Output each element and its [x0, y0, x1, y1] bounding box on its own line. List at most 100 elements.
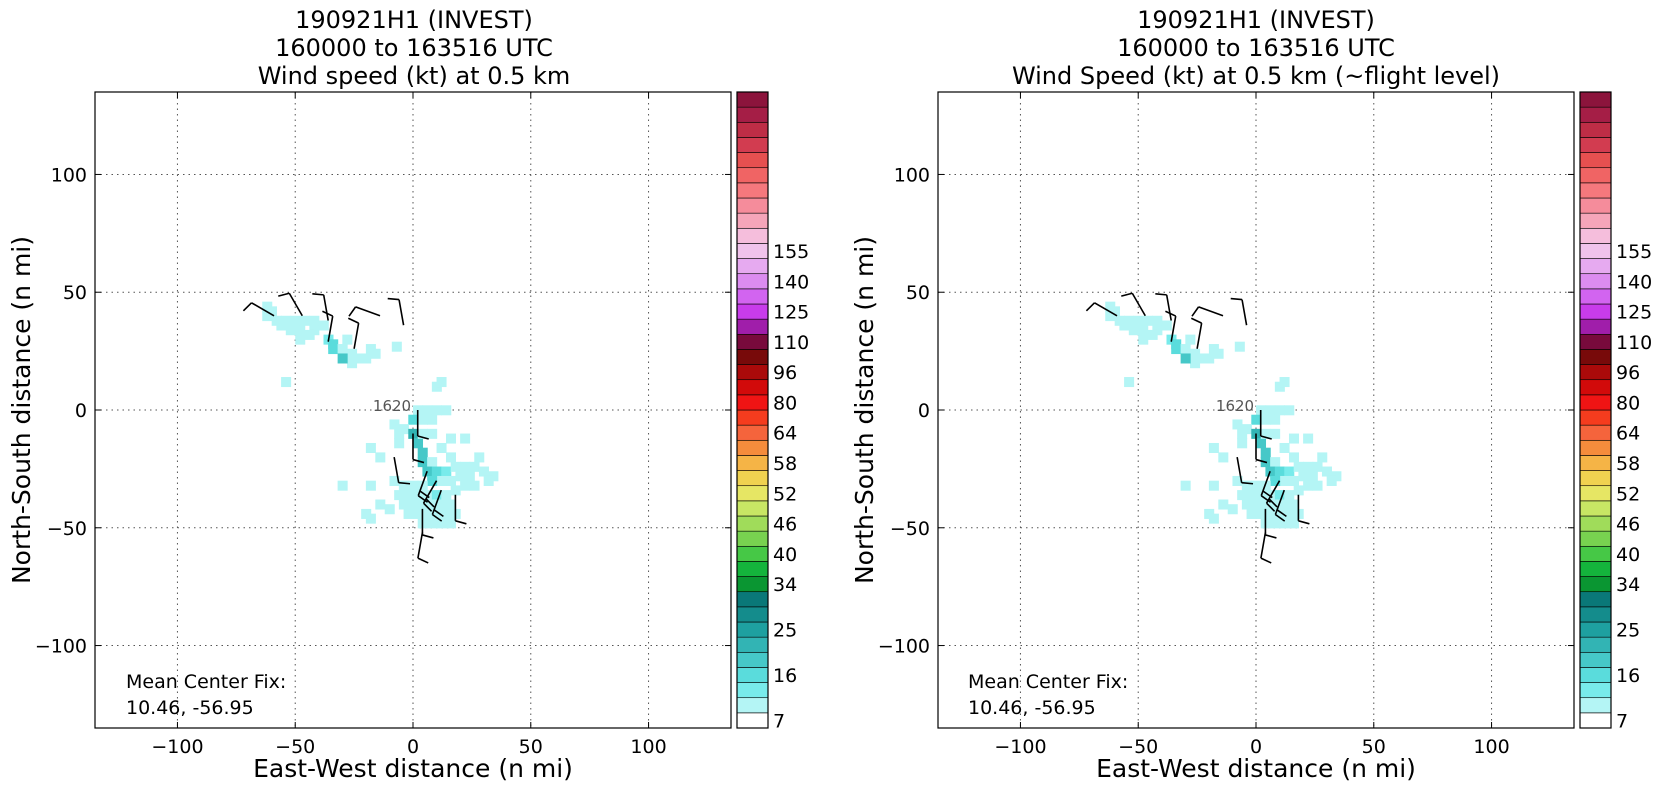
wind-speed-cell: [1260, 428, 1271, 439]
x-tick-label: 50: [1362, 736, 1386, 758]
wind-speed-cell: [445, 499, 456, 510]
wind-speed-cell: [1241, 424, 1252, 435]
wind-barb: [1260, 532, 1272, 564]
panel-title-line-2: 160000 to 163516 UTC: [1117, 34, 1395, 62]
colorbar-bin: [1579, 651, 1612, 668]
wind-speed-cell: [1284, 466, 1295, 477]
wind-barb: [322, 310, 334, 342]
wind-speed-cell: [427, 475, 438, 486]
wind-speed-field: [262, 301, 499, 529]
wind-speed-cell: [436, 442, 447, 453]
wind-speed-cell: [422, 405, 433, 416]
x-tick-label: 0: [1250, 736, 1262, 758]
wind-speed-cell: [1251, 414, 1262, 425]
wind-speed-cell: [1274, 490, 1285, 501]
colorbar-bin: [736, 318, 769, 335]
wind-speed-cell: [1147, 329, 1158, 340]
wind-barb: [1121, 292, 1146, 317]
colorbar-bin: [736, 167, 769, 184]
wind-speed-cell: [370, 348, 381, 359]
colorbar-tick-label: 64: [773, 423, 797, 445]
wind-speed-cell: [1152, 315, 1163, 326]
wind-speed-cell: [1232, 419, 1243, 430]
wind-speed-cell: [417, 447, 428, 458]
wind-barb: [431, 489, 444, 522]
colorbar-tick-label: 7: [1616, 710, 1628, 732]
wind-barb: [242, 302, 275, 317]
wind-speed-cell: [361, 353, 372, 364]
wind-speed-cell: [1293, 461, 1304, 472]
wind-speed-cell: [1270, 475, 1281, 486]
colorbar-bin: [1579, 485, 1612, 502]
colorbar-bin: [736, 106, 769, 123]
wind-speed-cell: [1312, 480, 1323, 491]
colorbar-bin: [736, 545, 769, 562]
wind-barb: [387, 297, 405, 326]
panel-title-line-1: 190921H1 (INVEST): [295, 6, 533, 34]
wind-speed-cell: [1124, 377, 1135, 388]
wind-speed-cell: [1279, 518, 1290, 529]
wind-speed-cell: [262, 301, 273, 312]
wind-speed-cell: [417, 414, 428, 425]
wind-barb: [1191, 306, 1224, 317]
wind-speed-cell: [431, 466, 442, 477]
wind-speed-cell: [394, 490, 405, 501]
colorbar-bin: [1579, 106, 1612, 123]
colorbar-bin: [736, 243, 769, 259]
wind-speed-cell: [436, 377, 447, 388]
wind-speed-cell: [1260, 499, 1271, 510]
y-axis-label: North-South distance (n mi): [7, 236, 36, 584]
wind-speed-cell: [1284, 405, 1295, 416]
colorbar-bin: [1579, 288, 1612, 305]
colorbar-bin: [1579, 439, 1612, 456]
colorbar-bin: [1579, 333, 1612, 350]
wind-speed-cell: [1288, 499, 1299, 510]
colorbar-bin: [736, 530, 769, 547]
colorbar-bin: [736, 576, 769, 593]
wind-barb: [412, 433, 425, 464]
wind-speed-cell: [1180, 353, 1191, 364]
wind-speed-cell: [1218, 452, 1229, 463]
colorbar-bin: [1579, 636, 1612, 653]
wind-speed-cell: [417, 428, 428, 439]
wind-speed-cell: [431, 508, 442, 519]
wind-speed-cell: [1270, 428, 1281, 439]
colorbar-bin: [1579, 318, 1612, 335]
wind-speed-cell: [290, 315, 301, 326]
wind-speed-cell: [1185, 334, 1196, 345]
colorbar-bin: [1579, 682, 1612, 699]
wind-barb: [416, 410, 429, 440]
wind-barb: [312, 293, 329, 321]
x-tick-label: −50: [1118, 736, 1158, 758]
colorbar-tick-label: 16: [773, 665, 797, 687]
colorbar-bin: [736, 636, 769, 653]
wind-speed-cell: [1312, 461, 1323, 472]
wind-speed-field: [1105, 301, 1342, 529]
wind-speed-cell: [365, 480, 376, 491]
wind-barb: [1165, 310, 1177, 342]
colorbar-bin: [1579, 530, 1612, 547]
wind-speed-cell: [1208, 513, 1219, 524]
wind-speed-cell: [478, 466, 489, 477]
wind-speed-cell: [318, 320, 329, 331]
colorbar-tick-label: 80: [1616, 392, 1640, 414]
wind-speed-cell: [1274, 405, 1285, 416]
colorbar-bin: [1579, 258, 1612, 275]
colorbar-bin: [736, 515, 769, 532]
wind-speed-cell: [1260, 414, 1271, 425]
wind-speed-cell: [375, 452, 386, 463]
wind-speed-cell: [1119, 320, 1130, 331]
colorbar-bin: [736, 455, 769, 471]
wind-speed-cell: [1260, 447, 1271, 458]
colorbar-bin: [1579, 455, 1612, 471]
wind-speed-cell: [417, 499, 428, 510]
wind-speed-cell: [1234, 341, 1245, 352]
wind-speed-cell: [1246, 508, 1257, 519]
y-tick-label: −50: [890, 518, 930, 540]
colorbar-frame: [736, 91, 769, 729]
wind-speed-cell: [408, 499, 419, 510]
grid-lines: [938, 92, 1574, 728]
colorbar-bin: [736, 333, 769, 350]
wind-speed-cell: [384, 504, 395, 515]
